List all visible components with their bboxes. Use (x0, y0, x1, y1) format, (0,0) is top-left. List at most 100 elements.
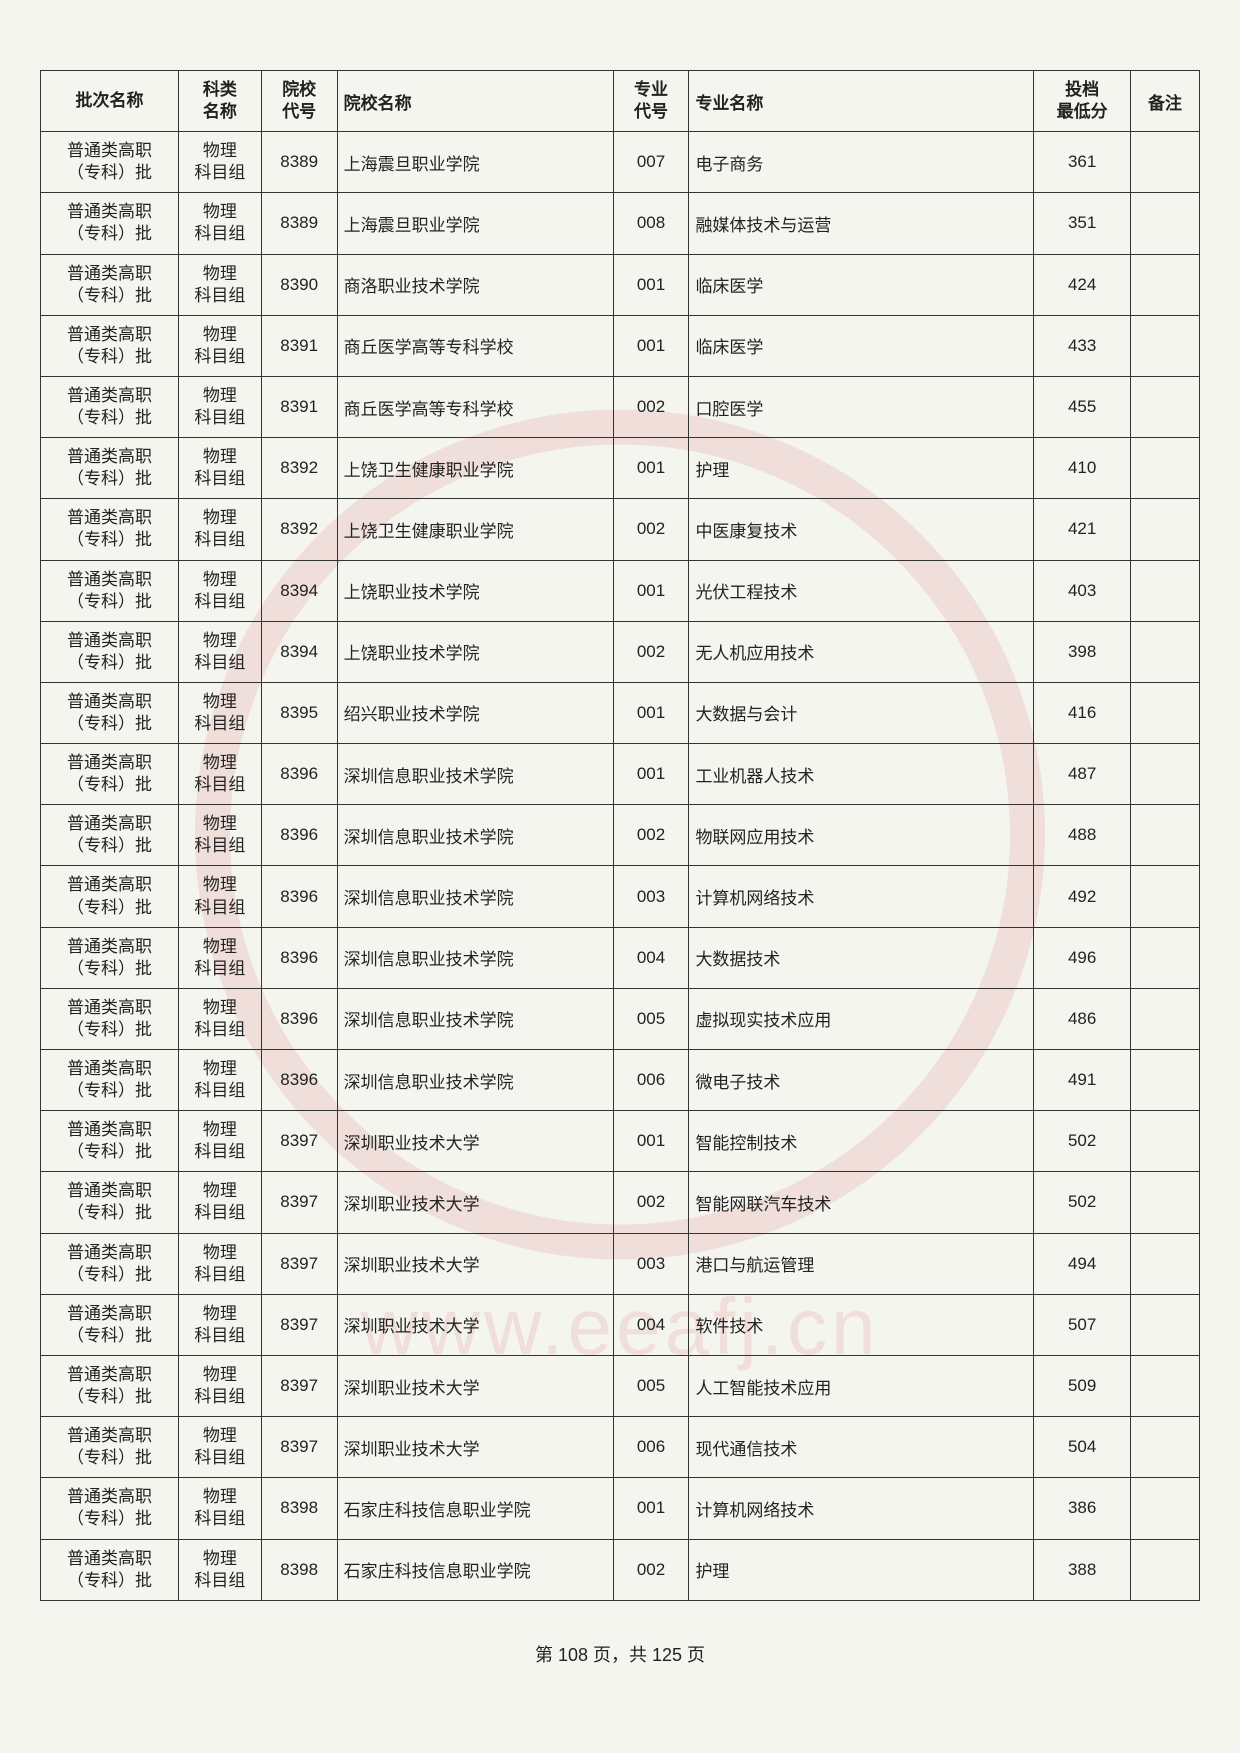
cell-major-name: 口腔医学 (689, 376, 1034, 437)
cell-school-code: 8390 (261, 254, 337, 315)
cell-school-code: 8397 (261, 1417, 337, 1478)
page-footer: 第 108 页，共 125 页 (40, 1641, 1200, 1667)
cell-score: 416 (1034, 682, 1131, 743)
cell-major-code: 005 (613, 1355, 689, 1416)
cell-major-name: 智能网联汽车技术 (689, 1172, 1034, 1233)
cell-subject: 物理科目组 (178, 499, 261, 560)
cell-remark (1130, 1478, 1199, 1539)
cell-major-code: 001 (613, 560, 689, 621)
cell-school-code: 8396 (261, 1050, 337, 1111)
cell-school-name: 深圳信息职业技术学院 (337, 988, 613, 1049)
table-row: 普通类高职（专科）批物理科目组8391商丘医学高等专科学校002口腔医学455 (41, 376, 1200, 437)
cell-subject: 物理科目组 (178, 744, 261, 805)
table-row: 普通类高职（专科）批物理科目组8392上饶卫生健康职业学院001护理410 (41, 438, 1200, 499)
table-row: 普通类高职（专科）批物理科目组8396深圳信息职业技术学院003计算机网络技术4… (41, 866, 1200, 927)
cell-remark (1130, 193, 1199, 254)
cell-major-code: 004 (613, 1294, 689, 1355)
table-row: 普通类高职（专科）批物理科目组8396深圳信息职业技术学院006微电子技术491 (41, 1050, 1200, 1111)
cell-major-code: 002 (613, 621, 689, 682)
cell-major-code: 006 (613, 1050, 689, 1111)
cell-school-code: 8397 (261, 1355, 337, 1416)
cell-subject: 物理科目组 (178, 988, 261, 1049)
cell-major-name: 大数据与会计 (689, 682, 1034, 743)
cell-school-code: 8391 (261, 315, 337, 376)
cell-score: 488 (1034, 805, 1131, 866)
table-header-row: 批次名称 科类名称 院校代号 院校名称 专业代号 专业名称 投档最低分 备注 (41, 71, 1200, 132)
cell-batch: 普通类高职（专科）批 (41, 1539, 179, 1600)
cell-major-name: 光伏工程技术 (689, 560, 1034, 621)
cell-major-name: 工业机器人技术 (689, 744, 1034, 805)
cell-score: 502 (1034, 1172, 1131, 1233)
cell-subject: 物理科目组 (178, 376, 261, 437)
cell-school-code: 8397 (261, 1294, 337, 1355)
cell-school-code: 8392 (261, 438, 337, 499)
cell-subject: 物理科目组 (178, 560, 261, 621)
cell-school-code: 8392 (261, 499, 337, 560)
cell-school-name: 深圳职业技术大学 (337, 1355, 613, 1416)
cell-major-name: 现代通信技术 (689, 1417, 1034, 1478)
cell-batch: 普通类高职（专科）批 (41, 1233, 179, 1294)
table-row: 普通类高职（专科）批物理科目组8389上海震旦职业学院008融媒体技术与运营35… (41, 193, 1200, 254)
cell-subject: 物理科目组 (178, 682, 261, 743)
cell-major-name: 大数据技术 (689, 927, 1034, 988)
cell-major-name: 电子商务 (689, 132, 1034, 193)
cell-major-code: 003 (613, 866, 689, 927)
cell-major-name: 护理 (689, 438, 1034, 499)
cell-subject: 物理科目组 (178, 438, 261, 499)
cell-school-name: 深圳信息职业技术学院 (337, 1050, 613, 1111)
cell-school-name: 商丘医学高等专科学校 (337, 376, 613, 437)
cell-remark (1130, 805, 1199, 866)
cell-school-code: 8398 (261, 1478, 337, 1539)
header-school-code: 院校代号 (261, 71, 337, 132)
cell-subject: 物理科目组 (178, 1050, 261, 1111)
cell-major-code: 001 (613, 254, 689, 315)
cell-major-name: 物联网应用技术 (689, 805, 1034, 866)
cell-batch: 普通类高职（专科）批 (41, 927, 179, 988)
cell-major-code: 004 (613, 927, 689, 988)
cell-batch: 普通类高职（专科）批 (41, 1478, 179, 1539)
cell-remark (1130, 499, 1199, 560)
cell-remark (1130, 866, 1199, 927)
header-score: 投档最低分 (1034, 71, 1131, 132)
cell-subject: 物理科目组 (178, 927, 261, 988)
cell-remark (1130, 744, 1199, 805)
cell-school-name: 深圳职业技术大学 (337, 1294, 613, 1355)
cell-major-name: 智能控制技术 (689, 1111, 1034, 1172)
cell-score: 421 (1034, 499, 1131, 560)
cell-score: 504 (1034, 1417, 1131, 1478)
cell-score: 433 (1034, 315, 1131, 376)
cell-subject: 物理科目组 (178, 1478, 261, 1539)
cell-score: 494 (1034, 1233, 1131, 1294)
cell-remark (1130, 988, 1199, 1049)
cell-batch: 普通类高职（专科）批 (41, 1111, 179, 1172)
cell-batch: 普通类高职（专科）批 (41, 499, 179, 560)
cell-major-name: 人工智能技术应用 (689, 1355, 1034, 1416)
cell-major-code: 005 (613, 988, 689, 1049)
table-row: 普通类高职（专科）批物理科目组8397深圳职业技术大学001智能控制技术502 (41, 1111, 1200, 1172)
cell-subject: 物理科目组 (178, 805, 261, 866)
cell-major-code: 001 (613, 682, 689, 743)
table-row: 普通类高职（专科）批物理科目组8397深圳职业技术大学006现代通信技术504 (41, 1417, 1200, 1478)
table-body: 普通类高职（专科）批物理科目组8389上海震旦职业学院007电子商务361普通类… (41, 132, 1200, 1601)
cell-batch: 普通类高职（专科）批 (41, 1355, 179, 1416)
cell-score: 507 (1034, 1294, 1131, 1355)
cell-school-code: 8396 (261, 988, 337, 1049)
cell-school-code: 8398 (261, 1539, 337, 1600)
cell-major-code: 002 (613, 499, 689, 560)
cell-subject: 物理科目组 (178, 315, 261, 376)
cell-major-code: 001 (613, 315, 689, 376)
cell-batch: 普通类高职（专科）批 (41, 560, 179, 621)
cell-batch: 普通类高职（专科）批 (41, 1172, 179, 1233)
cell-batch: 普通类高职（专科）批 (41, 1050, 179, 1111)
cell-major-code: 003 (613, 1233, 689, 1294)
cell-school-name: 绍兴职业技术学院 (337, 682, 613, 743)
header-remark: 备注 (1130, 71, 1199, 132)
cell-score: 398 (1034, 621, 1131, 682)
cell-major-name: 虚拟现实技术应用 (689, 988, 1034, 1049)
table-row: 普通类高职（专科）批物理科目组8394上饶职业技术学院002无人机应用技术398 (41, 621, 1200, 682)
cell-subject: 物理科目组 (178, 1172, 261, 1233)
cell-score: 486 (1034, 988, 1131, 1049)
header-subject: 科类名称 (178, 71, 261, 132)
table-row: 普通类高职（专科）批物理科目组8396深圳信息职业技术学院004大数据技术496 (41, 927, 1200, 988)
cell-score: 410 (1034, 438, 1131, 499)
